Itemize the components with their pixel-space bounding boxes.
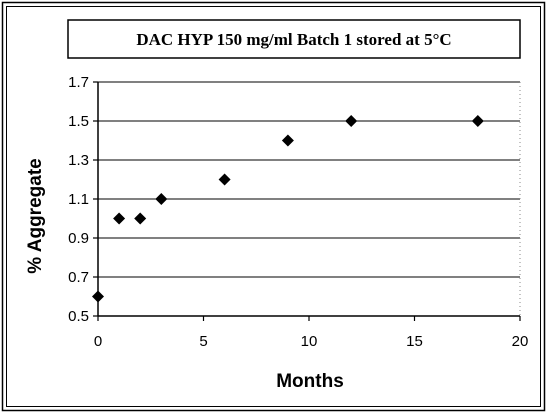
gridlines bbox=[98, 81, 521, 316]
chart-title: DAC HYP 150 mg/ml Batch 1 stored at 5°C bbox=[136, 30, 451, 49]
data-point bbox=[471, 115, 484, 127]
x-axis-label: Months bbox=[276, 371, 344, 392]
x-tick-label: 0 bbox=[94, 333, 102, 350]
y-tick-label: 1.3 bbox=[68, 152, 89, 169]
data-point bbox=[218, 173, 231, 186]
y-tick-labels: 0.5 0.7 0.9 1.1 1.3 1.5 1.7 bbox=[68, 74, 89, 325]
inner-frame bbox=[6, 6, 541, 407]
y-tick-label: 1.1 bbox=[68, 191, 89, 208]
y-tick-label: 1.7 bbox=[68, 74, 89, 91]
axes bbox=[93, 81, 521, 321]
chart-title-box bbox=[67, 19, 521, 59]
data-points bbox=[92, 115, 484, 303]
x-tick-label: 10 bbox=[301, 333, 318, 350]
data-point bbox=[155, 193, 168, 205]
data-point bbox=[281, 134, 294, 147]
data-point bbox=[345, 115, 358, 127]
y-tick-label: 0.9 bbox=[68, 230, 89, 247]
data-point bbox=[113, 212, 126, 225]
y-tick-label: 1.5 bbox=[68, 113, 89, 130]
x-tick-label: 15 bbox=[406, 333, 423, 350]
x-tick-label: 20 bbox=[512, 333, 529, 350]
y-tick-label: 0.7 bbox=[68, 269, 89, 286]
data-point bbox=[92, 290, 104, 303]
x-tick-labels: 0 5 10 15 20 bbox=[94, 333, 529, 350]
data-point bbox=[134, 212, 147, 225]
y-axis-label: % Aggregate bbox=[25, 158, 46, 273]
y-tick-label: 0.5 bbox=[68, 308, 89, 325]
x-tick-label: 5 bbox=[199, 333, 207, 350]
